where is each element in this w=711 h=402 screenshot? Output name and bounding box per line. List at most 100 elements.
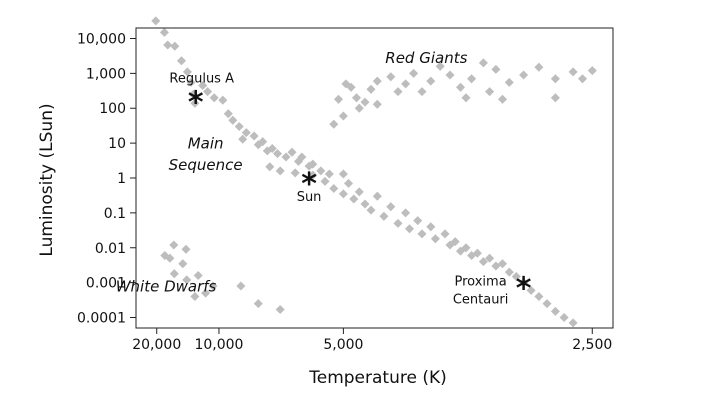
data-point [354,187,364,197]
data-point [372,99,382,109]
data-point [218,95,228,105]
region-label: Red Giants [385,49,467,67]
data-point [417,229,427,239]
data-point [238,134,248,144]
data-point [413,216,423,226]
data-point [201,288,211,298]
data-point [386,202,396,212]
axes: 20,000 10,000 5,000 2,500 10,000 1,000 100 10 1 0… [77,31,612,353]
data-point [253,140,263,150]
data-point [193,270,203,281]
data-point [190,98,200,108]
data-point [550,74,560,84]
data-point [338,169,348,179]
data-point [329,119,339,129]
data-point [440,229,450,239]
data-point [550,93,560,103]
data-point [430,234,440,244]
data-point [372,191,382,201]
data-point [445,70,455,80]
star-label: Sun [297,190,322,205]
data-point [485,87,495,97]
data-point [379,211,389,221]
data-point [208,281,218,291]
data-point [534,291,544,302]
data-point [504,77,514,87]
y-tick-label: 100 [99,101,126,117]
x-tick-label: 10,000 [194,337,243,353]
data-point [329,183,339,194]
data-point [577,74,588,84]
y-tick-label: 10 [108,136,126,152]
data-point [587,66,597,76]
data-point [467,74,477,84]
data-points [151,16,597,328]
data-point [461,93,471,103]
data-point [265,162,275,172]
data-point [297,152,307,162]
star-label: Regulus A [169,71,234,86]
data-point [404,224,415,234]
data-point [190,291,200,302]
star-marker: * [188,85,204,120]
data-point [188,89,198,99]
data-point [417,87,427,97]
x-axis-title: Temperature (K) [308,368,447,388]
data-point [338,111,348,121]
y-tick-label: 0.01 [95,241,126,257]
data-point [343,178,354,188]
data-point [568,318,578,328]
data-point [360,97,370,107]
data-point [169,269,179,279]
data-point [253,299,263,309]
data-point [262,146,272,156]
data-point [497,94,508,104]
data-point [351,93,362,103]
data-point [409,68,419,78]
data-point [316,166,326,176]
data-point [234,121,244,132]
data-point [349,194,359,204]
data-point [163,40,173,50]
y-tick-label: 0.1 [104,206,126,222]
data-point [249,131,259,141]
data-point [455,82,466,92]
data-point [478,58,488,68]
x-tick-label: 5,000 [323,337,363,353]
data-point [360,199,370,209]
star-marker: * [516,272,532,307]
star-label: Proxima [455,275,507,290]
data-point [526,285,536,295]
x-tick-label: 2,500 [572,337,612,353]
data-point [491,64,501,74]
y-tick-label: 1 [117,171,126,187]
region-label: White Dwarfs [116,278,217,296]
data-point [401,208,411,218]
data-point [178,259,188,269]
x-tick-label: 20,000 [132,337,181,353]
data-point [568,67,578,77]
data-point [354,103,364,113]
data-point [182,67,192,77]
data-point [393,87,403,97]
data-point [534,62,544,72]
y-tick-label: 10,000 [77,31,126,47]
region-label: Sequence [169,156,243,174]
data-point [151,16,161,26]
data-point [165,253,175,263]
star-label: Centauri [453,293,509,308]
data-point [181,244,191,254]
data-point [275,166,285,176]
data-point [308,159,318,169]
data-point [324,169,334,179]
data-point [320,176,330,186]
data-point [386,72,396,82]
data-point [308,170,318,180]
data-point [203,87,213,97]
data-point [170,41,180,51]
y-axis-title: Luminosity (LSun) [37,103,57,256]
region-label: Main [188,135,224,153]
star-marker: * [301,167,317,202]
